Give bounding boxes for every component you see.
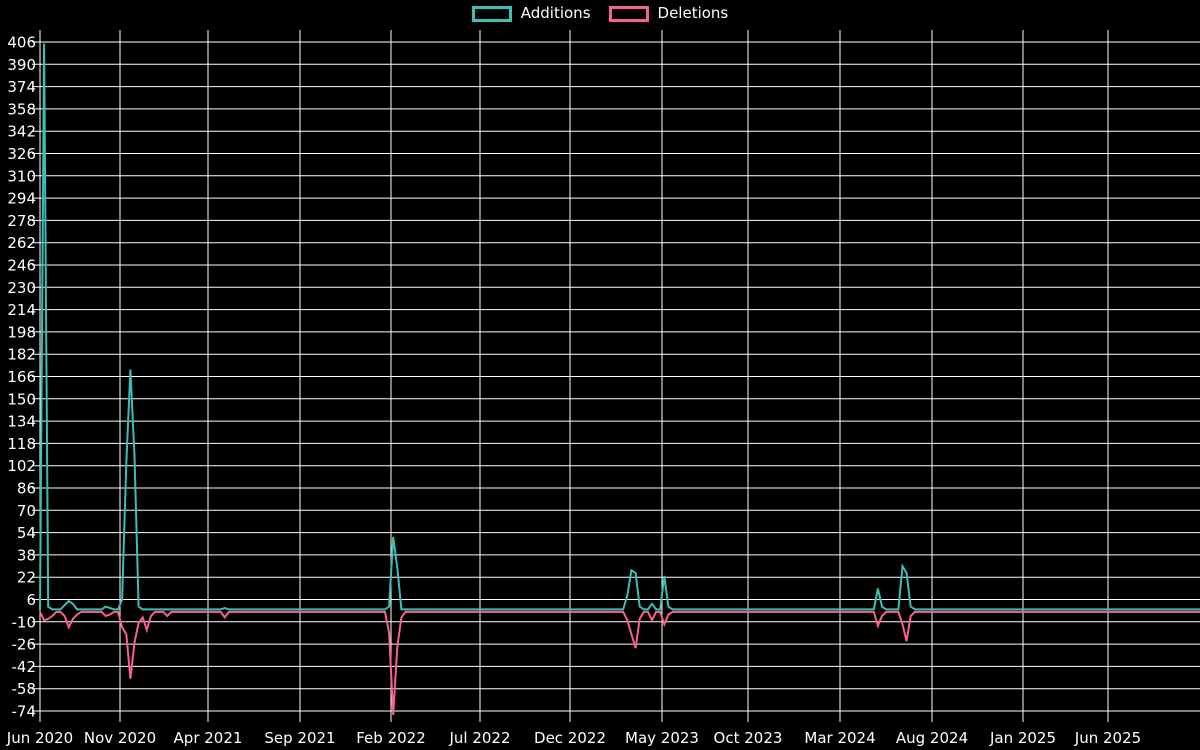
legend-item-deletions: Deletions: [608, 4, 729, 22]
x-tick-label: Apr 2021: [174, 729, 243, 747]
additions-swatch-icon: [471, 5, 512, 22]
y-tick-label: 118: [7, 435, 36, 453]
x-tick-label: Jun 2025: [1074, 729, 1141, 747]
y-tick-label: 342: [7, 123, 36, 141]
y-tick-label: 246: [7, 257, 36, 275]
y-tick-label: 326: [7, 145, 36, 163]
y-tick-label: 150: [7, 390, 36, 408]
x-tick-label: Oct 2023: [714, 729, 783, 747]
deletions-swatch-icon: [608, 5, 649, 22]
x-tick-label: May 2023: [625, 729, 699, 747]
x-tick-label: Nov 2020: [84, 729, 156, 747]
y-tick-label: 182: [7, 346, 36, 364]
x-tick-label: Aug 2024: [896, 729, 968, 747]
y-tick-label: 278: [7, 212, 36, 230]
y-tick-label: 38: [17, 546, 36, 564]
y-tick-label: 214: [7, 301, 36, 319]
chart-legend: Additions Deletions: [0, 5, 1200, 22]
y-tick-label: -26: [12, 636, 37, 654]
y-tick-label: 54: [17, 524, 36, 542]
y-tick-label: 166: [7, 368, 36, 386]
x-tick-label: Mar 2024: [804, 729, 875, 747]
y-tick-label: 406: [7, 34, 36, 52]
y-tick-label: -42: [12, 658, 37, 676]
y-tick-label: 230: [7, 279, 36, 297]
y-tick-label: 358: [7, 100, 36, 118]
deletions-line: [39, 610, 1200, 716]
y-tick-label: -10: [12, 613, 37, 631]
y-tick-label: -58: [12, 680, 37, 698]
y-tick-label: 198: [7, 323, 36, 341]
additions-line: [39, 43, 1200, 611]
y-tick-label: 22: [17, 569, 36, 587]
legend-label-additions: Additions: [520, 4, 591, 22]
y-tick-label: 6: [26, 591, 36, 609]
x-tick-label: Jul 2022: [448, 729, 510, 747]
x-tick-label: Dec 2022: [534, 729, 606, 747]
x-tick-label: Jun 2020: [6, 729, 73, 747]
legend-label-deletions: Deletions: [657, 4, 729, 22]
y-tick-label: 294: [7, 190, 36, 208]
y-tick-label: -74: [12, 703, 37, 721]
legend-item-additions: Additions: [471, 4, 591, 22]
y-tick-label: 262: [7, 234, 36, 252]
y-tick-label: 70: [17, 502, 36, 520]
y-tick-label: 86: [17, 480, 36, 498]
y-tick-label: 102: [7, 457, 36, 475]
y-tick-label: 390: [7, 56, 36, 74]
y-tick-label: 374: [7, 78, 36, 96]
x-tick-label: Feb 2022: [356, 729, 426, 747]
x-tick-label: Jan 2025: [989, 729, 1056, 747]
y-tick-label: 134: [7, 413, 36, 431]
y-tick-label: 310: [7, 167, 36, 185]
x-tick-label: Sep 2021: [264, 729, 335, 747]
